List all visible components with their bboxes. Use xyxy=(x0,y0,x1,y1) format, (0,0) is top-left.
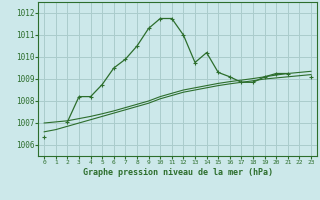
X-axis label: Graphe pression niveau de la mer (hPa): Graphe pression niveau de la mer (hPa) xyxy=(83,168,273,177)
